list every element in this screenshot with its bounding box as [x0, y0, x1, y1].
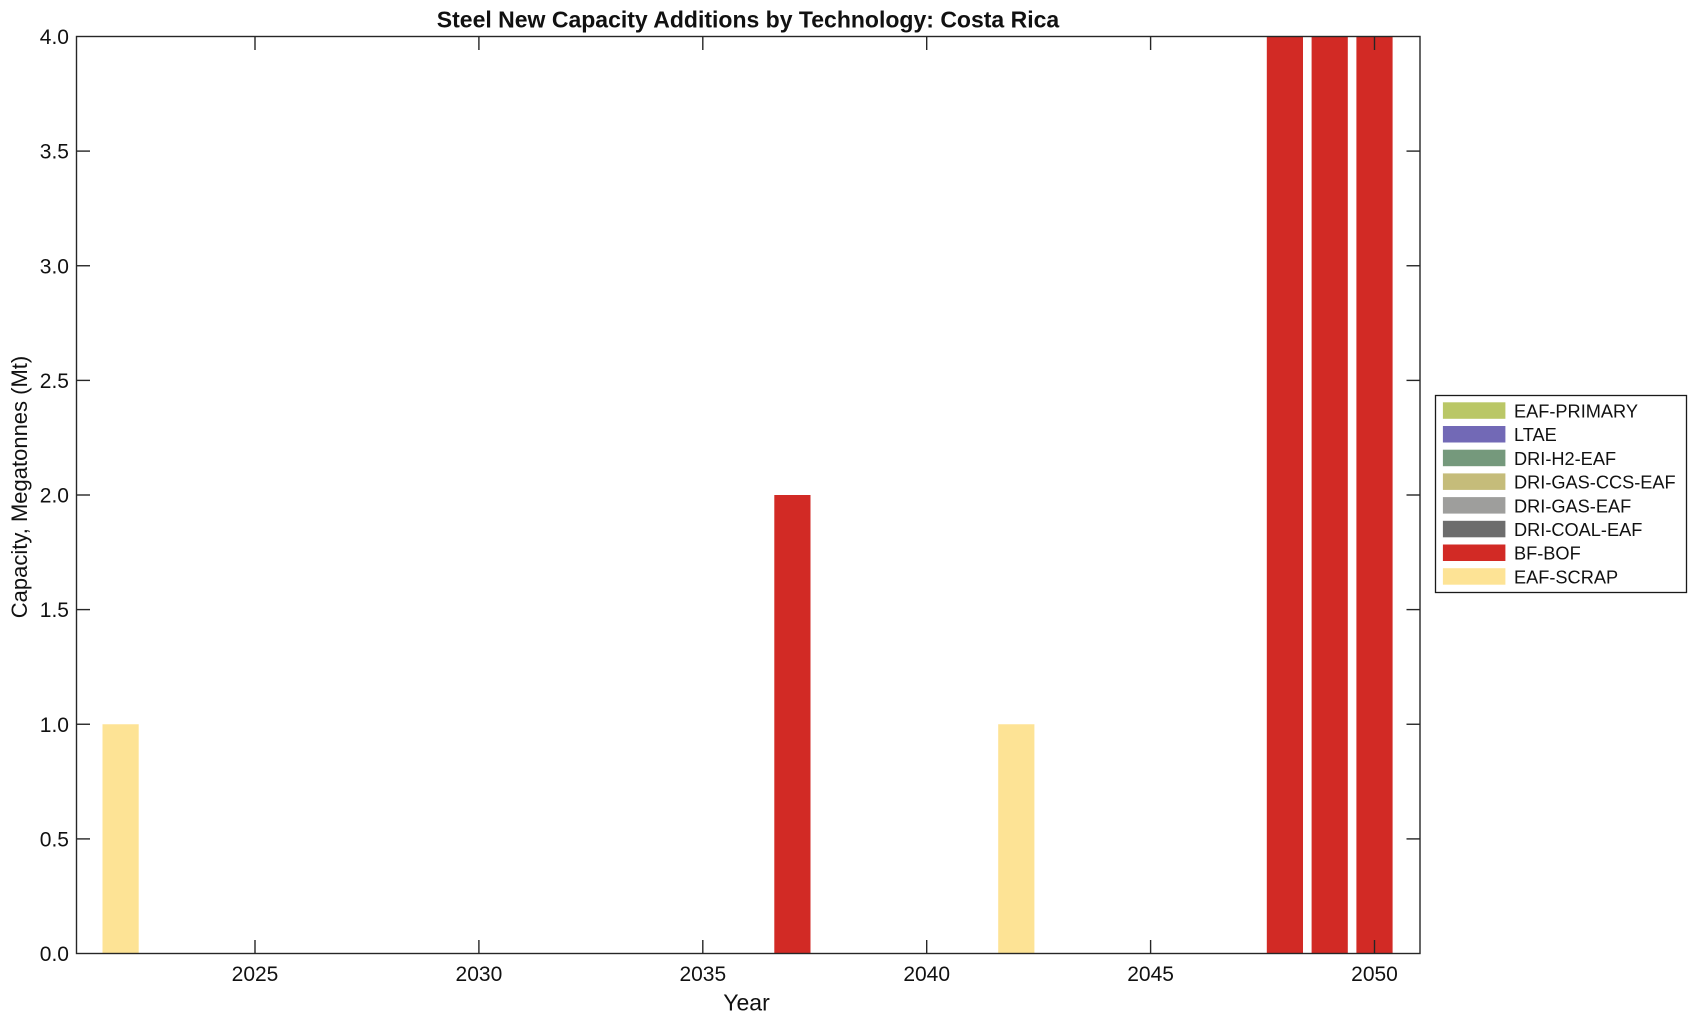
svg-text:2.0: 2.0 — [40, 485, 69, 508]
svg-text:0.5: 0.5 — [40, 829, 69, 852]
svg-text:DRI-COAL-EAF: DRI-COAL-EAF — [1514, 520, 1642, 540]
svg-text:EAF-PRIMARY: EAF-PRIMARY — [1514, 402, 1638, 422]
svg-text:BF-BOF: BF-BOF — [1514, 544, 1581, 564]
svg-text:4.0: 4.0 — [40, 26, 69, 49]
svg-text:1.0: 1.0 — [40, 714, 69, 737]
svg-text:0.0: 0.0 — [40, 943, 69, 966]
svg-text:EAF-SCRAP: EAF-SCRAP — [1514, 567, 1618, 587]
svg-text:DRI-H2-EAF: DRI-H2-EAF — [1514, 449, 1616, 469]
svg-text:3.5: 3.5 — [40, 141, 69, 164]
svg-text:1.5: 1.5 — [40, 599, 69, 622]
svg-text:2.5: 2.5 — [40, 370, 69, 393]
svg-text:2030: 2030 — [456, 963, 503, 986]
svg-text:2040: 2040 — [903, 963, 950, 986]
svg-text:2050: 2050 — [1351, 963, 1398, 986]
svg-text:Year: Year — [723, 990, 770, 1016]
svg-text:2035: 2035 — [679, 963, 726, 986]
svg-text:DRI-GAS-EAF: DRI-GAS-EAF — [1514, 496, 1631, 516]
svg-text:2045: 2045 — [1127, 963, 1174, 986]
svg-text:LTAE: LTAE — [1514, 425, 1557, 445]
svg-text:DRI-GAS-CCS-EAF: DRI-GAS-CCS-EAF — [1514, 473, 1676, 493]
svg-text:2025: 2025 — [232, 963, 279, 986]
svg-text:3.0: 3.0 — [40, 255, 69, 278]
svg-text:Steel New Capacity Additions b: Steel New Capacity Additions by Technolo… — [437, 7, 1060, 33]
svg-text:Capacity, Megatonnes (Mt): Capacity, Megatonnes (Mt) — [7, 356, 32, 618]
